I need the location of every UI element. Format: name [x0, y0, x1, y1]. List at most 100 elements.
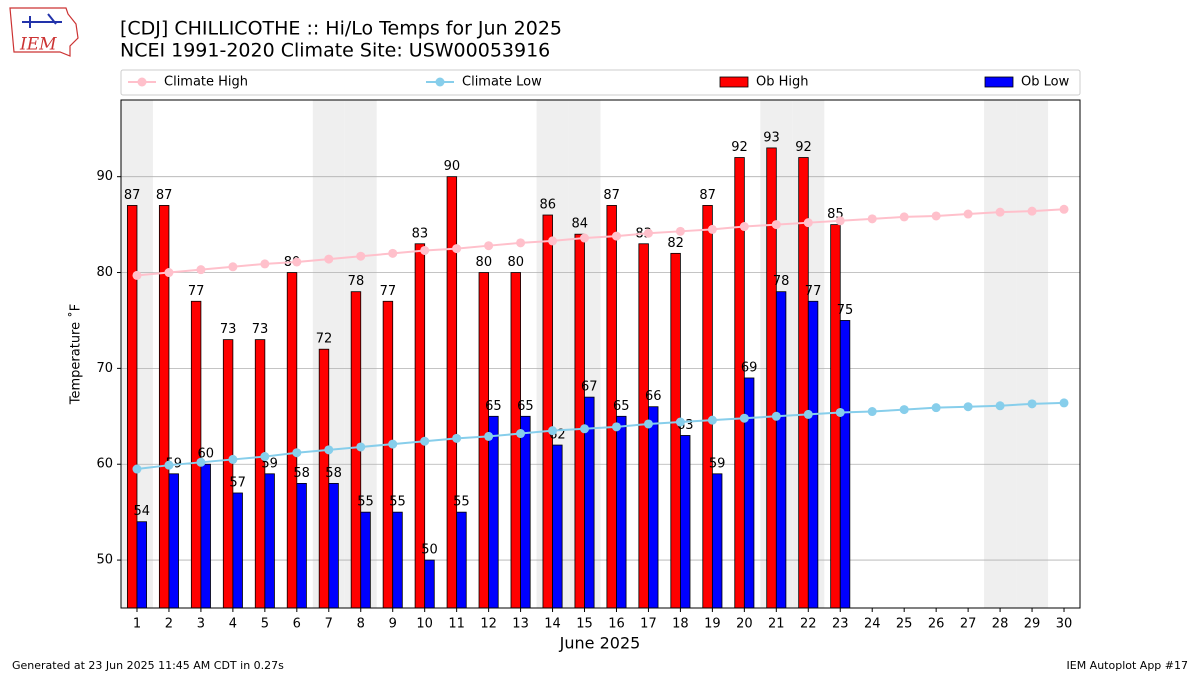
point [899, 212, 909, 222]
point [356, 442, 366, 452]
bar [552, 444, 563, 609]
legend-label: Climate High [164, 75, 248, 90]
point [324, 445, 334, 455]
x-tick-label: 12 [480, 617, 497, 632]
value-label: 55 [453, 495, 470, 510]
value-label: 87 [124, 188, 141, 203]
bar [446, 176, 458, 609]
bar [520, 415, 531, 609]
point [324, 254, 334, 264]
point [196, 265, 206, 275]
value-label: 55 [357, 495, 374, 510]
point [899, 405, 909, 415]
point [1059, 204, 1069, 214]
logo: IEM [9, 7, 79, 57]
weekend-shade [1016, 100, 1049, 608]
point [803, 218, 813, 228]
x-tick-label: 25 [896, 617, 913, 632]
x-tick-label: 10 [416, 617, 433, 632]
value-label: 65 [613, 399, 630, 414]
bar [766, 147, 777, 609]
x-tick-label: 28 [992, 617, 1009, 632]
value-label: 65 [485, 399, 502, 414]
point [611, 231, 621, 241]
x-tick-label: 24 [864, 617, 881, 632]
legend-marker [435, 77, 445, 87]
point [388, 248, 398, 258]
value-label: 55 [389, 495, 406, 510]
point [292, 257, 302, 267]
legend-label: Climate Low [462, 75, 542, 90]
legend-box [120, 69, 1081, 96]
point [739, 222, 749, 232]
point [356, 251, 366, 261]
legend-label: Ob High [756, 75, 809, 90]
bar [360, 511, 371, 609]
point [420, 436, 430, 446]
value-label: 78 [348, 274, 365, 289]
point [931, 403, 941, 413]
point [995, 207, 1005, 217]
bar [456, 511, 467, 609]
value-label: 87 [156, 188, 173, 203]
legend-label: Ob Low [1021, 75, 1070, 90]
value-label: 92 [795, 140, 812, 155]
x-tick-label: 18 [672, 617, 689, 632]
x-tick-label: 1 [133, 617, 141, 632]
y-tick-label: 60 [96, 457, 113, 472]
x-tick-label: 13 [512, 617, 529, 632]
bar [328, 482, 339, 609]
value-label: 54 [134, 504, 151, 519]
x-tick-label: 20 [736, 617, 753, 632]
value-label: 80 [476, 255, 493, 270]
point [484, 241, 494, 251]
bar [743, 377, 755, 609]
y-tick-label: 70 [96, 361, 113, 376]
bar [542, 214, 553, 609]
value-label: 72 [316, 332, 333, 347]
point [995, 401, 1005, 411]
point [867, 407, 877, 417]
value-label: 77 [188, 284, 205, 299]
bar [702, 205, 713, 609]
x-tick-label: 30 [1056, 617, 1073, 632]
point [516, 429, 526, 439]
point [548, 236, 558, 246]
bar [126, 205, 138, 609]
point [580, 233, 590, 243]
value-label: 65 [517, 399, 534, 414]
value-label: 58 [325, 466, 342, 481]
point [452, 244, 462, 254]
bar [680, 435, 691, 609]
bar [839, 320, 851, 609]
point [260, 452, 270, 462]
point [675, 417, 685, 427]
value-label: 75 [837, 303, 854, 318]
x-tick-label: 19 [704, 617, 721, 632]
line [136, 401, 1065, 471]
point [1027, 206, 1037, 216]
point [771, 411, 781, 421]
bar [232, 492, 243, 609]
point [803, 409, 813, 419]
point [739, 413, 749, 423]
line [136, 208, 1065, 277]
point [835, 407, 845, 417]
value-label: 93 [763, 130, 780, 145]
bar [648, 406, 659, 609]
bar [286, 272, 298, 609]
value-label: 57 [229, 475, 246, 490]
value-label: 77 [805, 284, 822, 299]
point [484, 431, 494, 441]
point [292, 448, 302, 458]
point [963, 402, 973, 412]
footer-left: Generated at 23 Jun 2025 11:45 AM CDT in… [12, 659, 284, 672]
x-tick-label: 5 [261, 617, 269, 632]
bar [136, 521, 147, 609]
point [132, 464, 142, 474]
point [931, 211, 941, 221]
legend-marker [137, 77, 147, 87]
plot-frame [120, 99, 1081, 609]
y-tick-label: 50 [96, 553, 113, 568]
point [164, 460, 174, 470]
